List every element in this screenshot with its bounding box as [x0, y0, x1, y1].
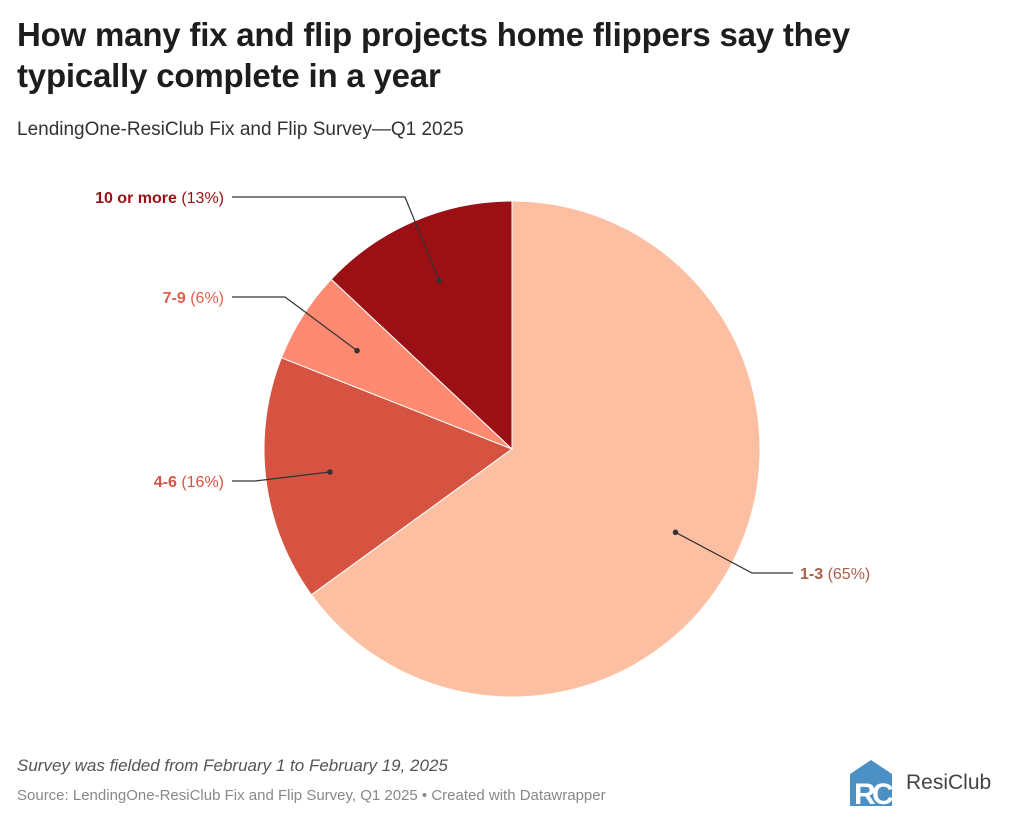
leader-line-1-3 — [675, 531, 793, 574]
svg-text:C: C — [872, 778, 894, 806]
slice-category: 1-3 — [800, 566, 823, 583]
resiclub-logo: R C ResiClub — [846, 760, 991, 806]
slice-category: 4-6 — [154, 474, 177, 491]
slice-category: 7-9 — [163, 290, 186, 307]
logo-text: ResiClub — [906, 771, 992, 794]
survey-note: Survey was fielded from February 1 to Fe… — [17, 756, 448, 775]
slice-category: 10 or more — [95, 190, 177, 207]
svg-text:R: R — [854, 778, 876, 806]
slice-percent: (16%) — [177, 474, 224, 491]
slice-percent: (6%) — [186, 290, 224, 307]
slice-label-1-3: 1-3 (65%) — [800, 566, 870, 583]
resiclub-logo-icon: R C — [850, 760, 894, 806]
leader-line-10-or-more — [232, 196, 440, 281]
leader-dot-4-6 — [327, 469, 333, 475]
source-line: Source: LendingOne-ResiClub Fix and Flip… — [17, 787, 606, 804]
leader-dot-10-or-more — [436, 277, 442, 284]
chart-title: How many fix and flip projects home flip… — [17, 16, 850, 94]
leader-line-7-9 — [232, 296, 358, 352]
slice-label-10-or-more: 10 or more (13%) — [95, 190, 224, 207]
pie-slice-1-3 — [310, 200, 761, 698]
leader-dot-1-3 — [672, 529, 679, 536]
pie-slice-10-or-more — [330, 200, 513, 451]
leader-line-4-6 — [232, 471, 330, 482]
slice-percent: (13%) — [177, 190, 224, 207]
leader-dot-7-9 — [354, 347, 360, 354]
slice-label-7-9: 7-9 (6%) — [163, 290, 224, 307]
chart-subtitle: LendingOne-ResiClub Fix and Flip Survey—… — [17, 119, 464, 140]
slice-label-4-6: 4-6 (16%) — [154, 474, 224, 491]
slice-percent: (65%) — [823, 566, 870, 583]
